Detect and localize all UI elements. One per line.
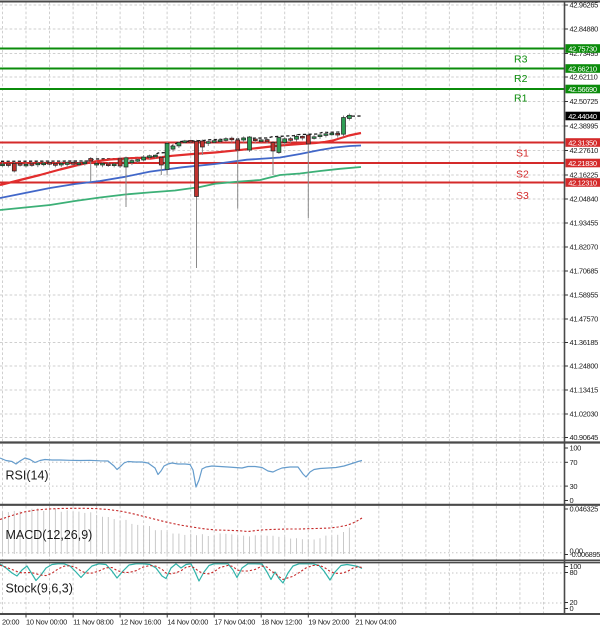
svg-text:42.44040: 42.44040 <box>568 112 597 121</box>
svg-text:R2: R2 <box>514 73 528 85</box>
svg-text:40.90645: 40.90645 <box>570 433 599 442</box>
svg-text:12 Nov 16:00: 12 Nov 16:00 <box>120 618 161 627</box>
svg-text:100: 100 <box>570 444 582 453</box>
svg-text:18 Nov 12:00: 18 Nov 12:00 <box>261 618 302 627</box>
svg-text:0: 0 <box>570 496 574 505</box>
svg-text:41.93455: 41.93455 <box>570 219 599 228</box>
svg-text:42.56690: 42.56690 <box>568 85 597 94</box>
svg-text:Stock(9,6,3): Stock(9,6,3) <box>6 581 73 595</box>
svg-text:42.84880: 42.84880 <box>570 25 599 34</box>
svg-text:42.31350: 42.31350 <box>568 138 597 147</box>
svg-text:42.04840: 42.04840 <box>570 195 599 204</box>
svg-text:30: 30 <box>570 482 578 491</box>
svg-text:42.21830: 42.21830 <box>568 159 597 168</box>
svg-text:11 Nov 08:00: 11 Nov 08:00 <box>73 618 114 627</box>
svg-text:MACD(12,26,9): MACD(12,26,9) <box>6 528 93 542</box>
svg-text:R1: R1 <box>514 93 528 105</box>
svg-text:42.62110: 42.62110 <box>570 73 598 82</box>
svg-text:42.27610: 42.27610 <box>570 146 599 155</box>
svg-text:42.75730: 42.75730 <box>568 44 597 53</box>
svg-text:0.00: 0.00 <box>570 546 583 555</box>
svg-text:RSI(14): RSI(14) <box>6 468 49 482</box>
svg-text:42.12310: 42.12310 <box>568 178 597 187</box>
svg-text:42.16225: 42.16225 <box>570 171 599 180</box>
svg-text:42.38995: 42.38995 <box>570 122 599 131</box>
svg-text:41.13415: 41.13415 <box>570 386 599 395</box>
svg-text:10 Nov 00:00: 10 Nov 00:00 <box>26 618 67 627</box>
svg-text:41.36185: 41.36185 <box>570 338 599 347</box>
svg-text:70: 70 <box>570 458 578 467</box>
svg-text:14 Nov 00:00: 14 Nov 00:00 <box>167 618 208 627</box>
svg-text:0: 0 <box>570 604 574 613</box>
svg-text:42.96265: 42.96265 <box>570 1 599 10</box>
svg-text:17 Nov 04:00: 17 Nov 04:00 <box>214 618 255 627</box>
svg-text:41.70685: 41.70685 <box>570 267 599 276</box>
svg-text:41.24800: 41.24800 <box>570 362 599 371</box>
svg-text:42.66210: 42.66210 <box>568 64 597 73</box>
svg-text:42.73495: 42.73495 <box>570 49 599 58</box>
svg-text:42.50725: 42.50725 <box>570 97 599 106</box>
svg-text:20:00: 20:00 <box>2 618 19 627</box>
svg-text:41.82070: 41.82070 <box>570 243 599 252</box>
svg-text:S3: S3 <box>516 190 529 202</box>
svg-text:S2: S2 <box>516 169 529 181</box>
svg-text:0.046325: 0.046325 <box>570 505 599 514</box>
svg-text:S1: S1 <box>516 148 529 160</box>
svg-text:80: 80 <box>570 568 578 577</box>
svg-text:19 Nov 20:00: 19 Nov 20:00 <box>308 618 349 627</box>
svg-text:21 Nov 04:00: 21 Nov 04:00 <box>355 618 396 627</box>
svg-text:-0.006895: -0.006895 <box>570 550 600 559</box>
svg-text:100: 100 <box>570 562 582 571</box>
svg-text:41.02030: 41.02030 <box>570 410 599 419</box>
svg-text:20: 20 <box>570 598 578 607</box>
svg-text:R3: R3 <box>514 54 528 66</box>
svg-text:41.47570: 41.47570 <box>570 315 599 324</box>
svg-text:41.58955: 41.58955 <box>570 291 599 300</box>
